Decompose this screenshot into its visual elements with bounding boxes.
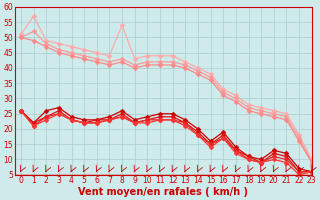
X-axis label: Vent moyen/en rafales ( km/h ): Vent moyen/en rafales ( km/h )	[78, 187, 248, 197]
